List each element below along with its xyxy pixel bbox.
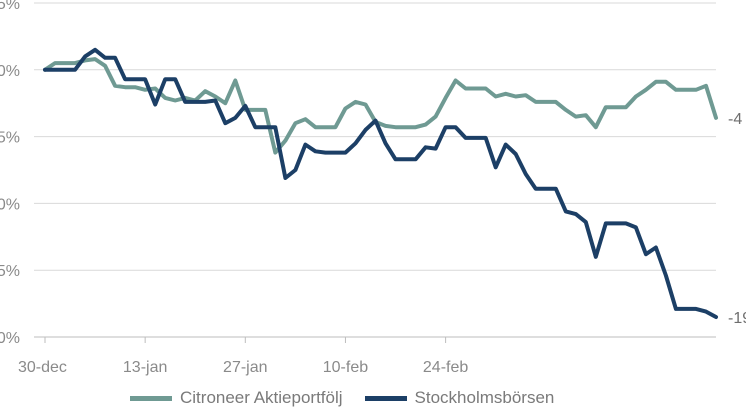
- y-tick-label: -5%: [0, 130, 20, 147]
- legend-item-citroneer: Citroneer Aktieportfölj: [130, 388, 343, 408]
- end-label-citroneer: -4: [728, 111, 742, 128]
- end-labels: -4 -19: [728, 111, 746, 327]
- series-line-stockholmsborsen: [43, 47, 718, 319]
- y-tick-label: 5%: [0, 0, 20, 13]
- legend-label-stockholmsborsen: Stockholmsbörsen: [414, 388, 555, 407]
- series-line-citroneer: [43, 57, 718, 155]
- x-tick-label: 13-jan: [123, 359, 167, 376]
- y-tick-label: -10%: [0, 196, 20, 213]
- x-tick-label: 30-dec: [18, 359, 67, 376]
- legend-swatch-stockholmsborsen: [364, 395, 407, 401]
- y-tick-label: 0%: [0, 63, 20, 80]
- gridlines: [34, 2, 716, 338]
- y-tick-label: -20%: [0, 330, 20, 347]
- x-tick-label: 10-feb: [323, 359, 368, 376]
- end-label-stockholmsborsen: -19: [728, 310, 746, 327]
- legend-swatch-citroneer: [130, 395, 172, 401]
- legend-item-stockholmsborsen: Stockholmsbörsen: [364, 388, 555, 408]
- x-axis: 30-dec 13-jan 27-jan 10-feb 24-feb: [18, 336, 716, 376]
- y-axis: 5% 0% -5% -10% -15% -20%: [0, 0, 20, 347]
- legend-label-citroneer: Citroneer Aktieportfölj: [180, 388, 343, 407]
- legend: Citroneer Aktieportfölj Stockholmsbörsen: [130, 388, 576, 408]
- x-tick-label: 27-jan: [223, 359, 267, 376]
- series-lines: [43, 47, 718, 319]
- x-tick-label: 24-feb: [423, 359, 468, 376]
- y-tick-label: -15%: [0, 263, 20, 280]
